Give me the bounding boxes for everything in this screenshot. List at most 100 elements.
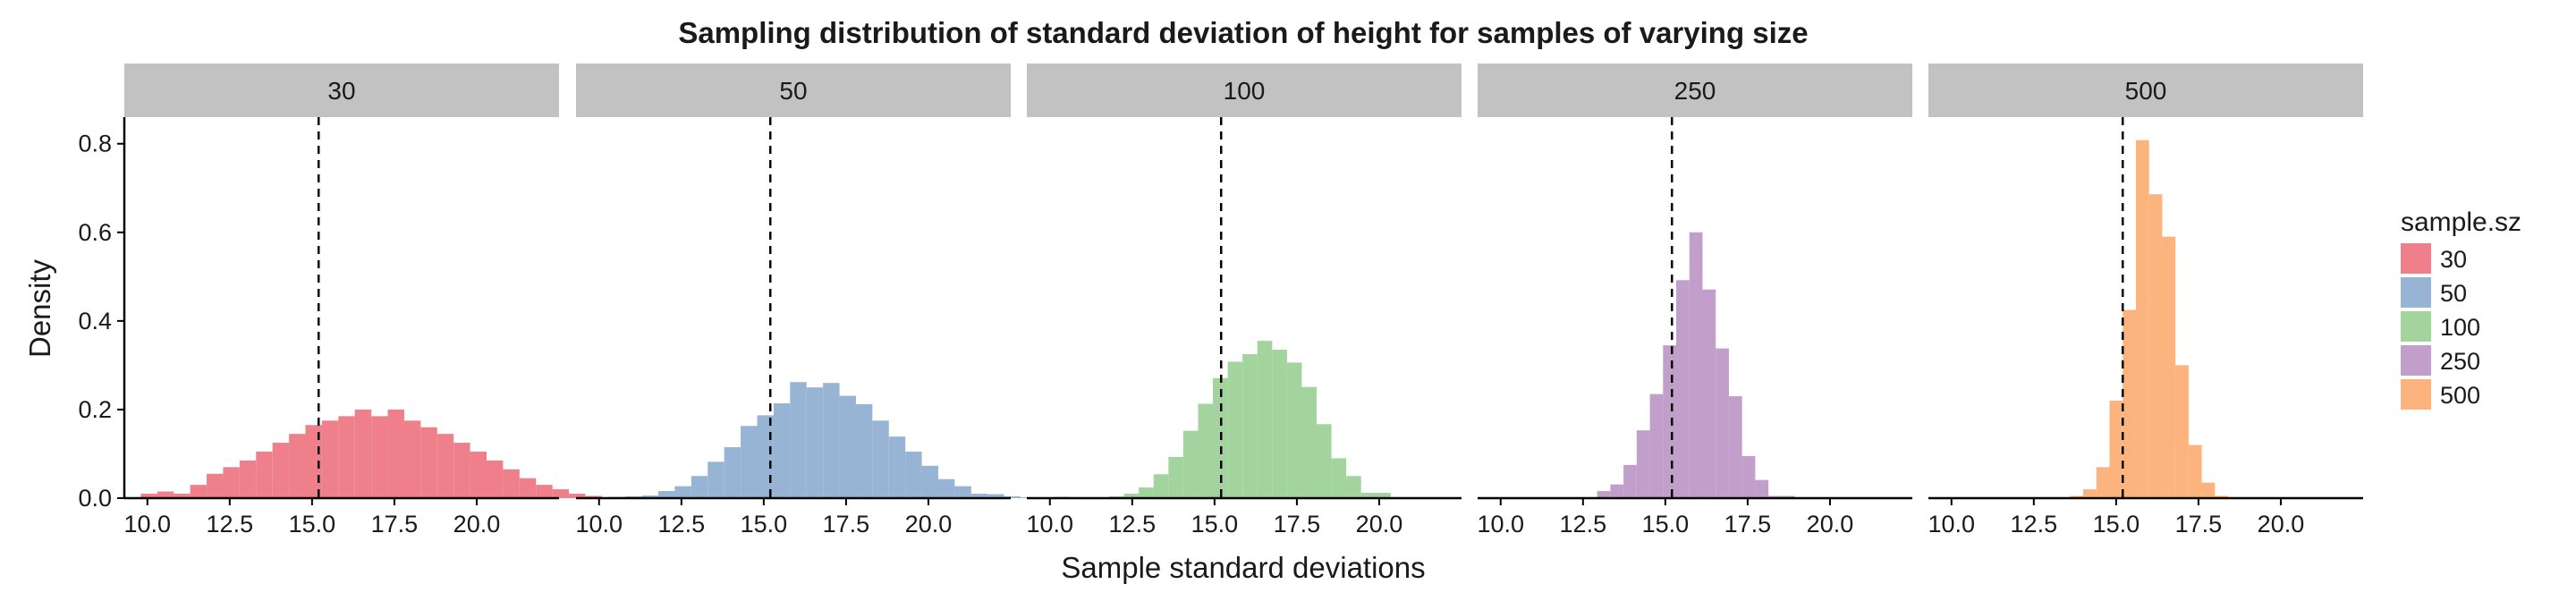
facet-panel-50: 50 10.0 12.5 15.0 17.5 20.0 xyxy=(575,63,1071,538)
histogram-bar xyxy=(2123,309,2136,498)
histogram-bar xyxy=(888,436,906,498)
facet-strip-label: 100 xyxy=(1224,77,1266,105)
histogram-bar xyxy=(1139,487,1154,498)
x-tick-label: 17.5 xyxy=(1724,511,1772,538)
histogram-bar xyxy=(806,387,824,498)
histogram-bar xyxy=(1663,345,1677,498)
histogram-bar xyxy=(552,489,570,498)
histogram-bar xyxy=(1676,280,1690,498)
chart-title: Sampling distribution of standard deviat… xyxy=(678,16,1808,49)
x-tick-label: 17.5 xyxy=(2175,511,2223,538)
x-tick-label: 12.5 xyxy=(207,511,254,538)
histogram-bar xyxy=(503,469,520,498)
x-tick-label: 20.0 xyxy=(2258,511,2305,538)
histogram-bar xyxy=(470,451,487,498)
facet-panel-500: 500 10.0 12.5 15.0 17.5 20.0 xyxy=(1928,63,2363,538)
x-tick-label: 17.5 xyxy=(823,511,870,538)
histogram-bar xyxy=(1376,493,1391,498)
y-tick-label: 0.2 xyxy=(78,396,112,423)
x-tick-label: 10.0 xyxy=(1026,511,1073,538)
histogram-bar xyxy=(1755,479,1769,498)
histogram-bar xyxy=(207,473,224,498)
x-tick-label: 10.0 xyxy=(123,511,171,538)
histogram-bar xyxy=(239,460,257,498)
facet-strip-label: 250 xyxy=(1674,77,1716,105)
histogram-bar xyxy=(970,494,988,498)
histogram-bar xyxy=(1331,458,1347,498)
histogram-bar xyxy=(2096,467,2110,498)
histogram-bar xyxy=(256,451,273,498)
histogram-bar xyxy=(1004,496,1021,498)
x-tick-label: 15.0 xyxy=(289,511,336,538)
histogram-bar xyxy=(2188,444,2202,498)
facet-panel-100: 100 10.0 12.5 15.0 17.5 20.0 xyxy=(1026,63,1462,538)
histogram-bar xyxy=(724,447,741,498)
x-tick-label: 20.0 xyxy=(453,511,501,538)
legend-label: 50 xyxy=(2440,280,2467,307)
histogram-bar xyxy=(1123,494,1140,498)
histogram-bar xyxy=(1689,232,1703,498)
histogram-bar xyxy=(487,460,504,498)
x-tick-label: 10.0 xyxy=(1477,511,1524,538)
histogram-bar xyxy=(2162,236,2176,498)
histogram-bar xyxy=(1227,361,1243,498)
legend-item-250: 250 xyxy=(2401,345,2480,376)
histogram-bar xyxy=(1716,348,1729,498)
histogram-bar xyxy=(1597,491,1611,498)
x-tick-label: 17.5 xyxy=(371,511,419,538)
histogram-bar xyxy=(1360,493,1377,498)
histogram-bar xyxy=(536,485,553,498)
facet-strip-label: 50 xyxy=(779,77,807,105)
histogram-bar xyxy=(2148,194,2163,498)
histogram-bar xyxy=(1286,362,1302,498)
histogram-bar xyxy=(140,494,157,498)
histogram-bar xyxy=(1702,289,1716,498)
legend-swatch xyxy=(2401,379,2431,410)
histogram-bar xyxy=(1317,424,1332,498)
histogram-bar xyxy=(2135,140,2149,498)
legend-item-50: 50 xyxy=(2401,277,2467,308)
facet-strip xyxy=(1027,63,1462,117)
x-tick-label: 15.0 xyxy=(1642,511,1690,538)
histogram-bar xyxy=(289,434,306,498)
histogram-bar xyxy=(905,451,922,498)
histogram-bar xyxy=(569,494,586,498)
legend-label: 500 xyxy=(2440,382,2480,409)
histogram-bar xyxy=(1257,341,1273,498)
histogram-bar xyxy=(1623,464,1637,498)
histogram-bar xyxy=(1636,430,1650,498)
histogram-bar xyxy=(954,486,971,498)
legend-swatch xyxy=(2401,311,2431,342)
histogram-bar xyxy=(1272,350,1287,498)
legend-item-500: 500 xyxy=(2401,379,2480,410)
facet-panel-250: 250 10.0 12.5 15.0 17.5 20.0 xyxy=(1477,63,1912,538)
x-tick-label: 20.0 xyxy=(1356,511,1403,538)
histogram-bar xyxy=(403,420,421,498)
histogram-bar xyxy=(2083,489,2097,498)
histogram-bar xyxy=(987,494,1004,498)
histogram-bar xyxy=(223,467,240,498)
histogram-bar xyxy=(1301,386,1317,498)
legend-swatch xyxy=(2401,345,2431,376)
x-tick-label: 15.0 xyxy=(2093,511,2140,538)
x-tick-label: 12.5 xyxy=(1109,511,1157,538)
histogram-bar xyxy=(420,427,437,498)
histogram-bar xyxy=(174,494,191,498)
histogram-bar xyxy=(839,395,856,498)
histogram-bar xyxy=(371,416,388,498)
facet-strip-label: 30 xyxy=(327,77,355,105)
x-tick-label: 10.0 xyxy=(1928,511,1975,538)
y-tick-label: 0.0 xyxy=(78,485,112,512)
histogram-bar xyxy=(855,403,873,498)
histogram-bar xyxy=(321,420,339,498)
legend-swatch xyxy=(2401,243,2431,274)
x-tick-label: 12.5 xyxy=(1560,511,1607,538)
facet-strip xyxy=(124,63,559,117)
legend-label: 30 xyxy=(2440,246,2467,273)
histogram-bar xyxy=(691,476,708,498)
facet-panel-30: 30 10.0 12.5 15.0 17.5 20.0 0.0 0.2 0.4 0.6 0.8 xyxy=(78,63,619,538)
histogram-bar xyxy=(1741,455,1756,498)
x-tick-label: 10.0 xyxy=(575,511,623,538)
facet-strip xyxy=(1928,63,2363,117)
